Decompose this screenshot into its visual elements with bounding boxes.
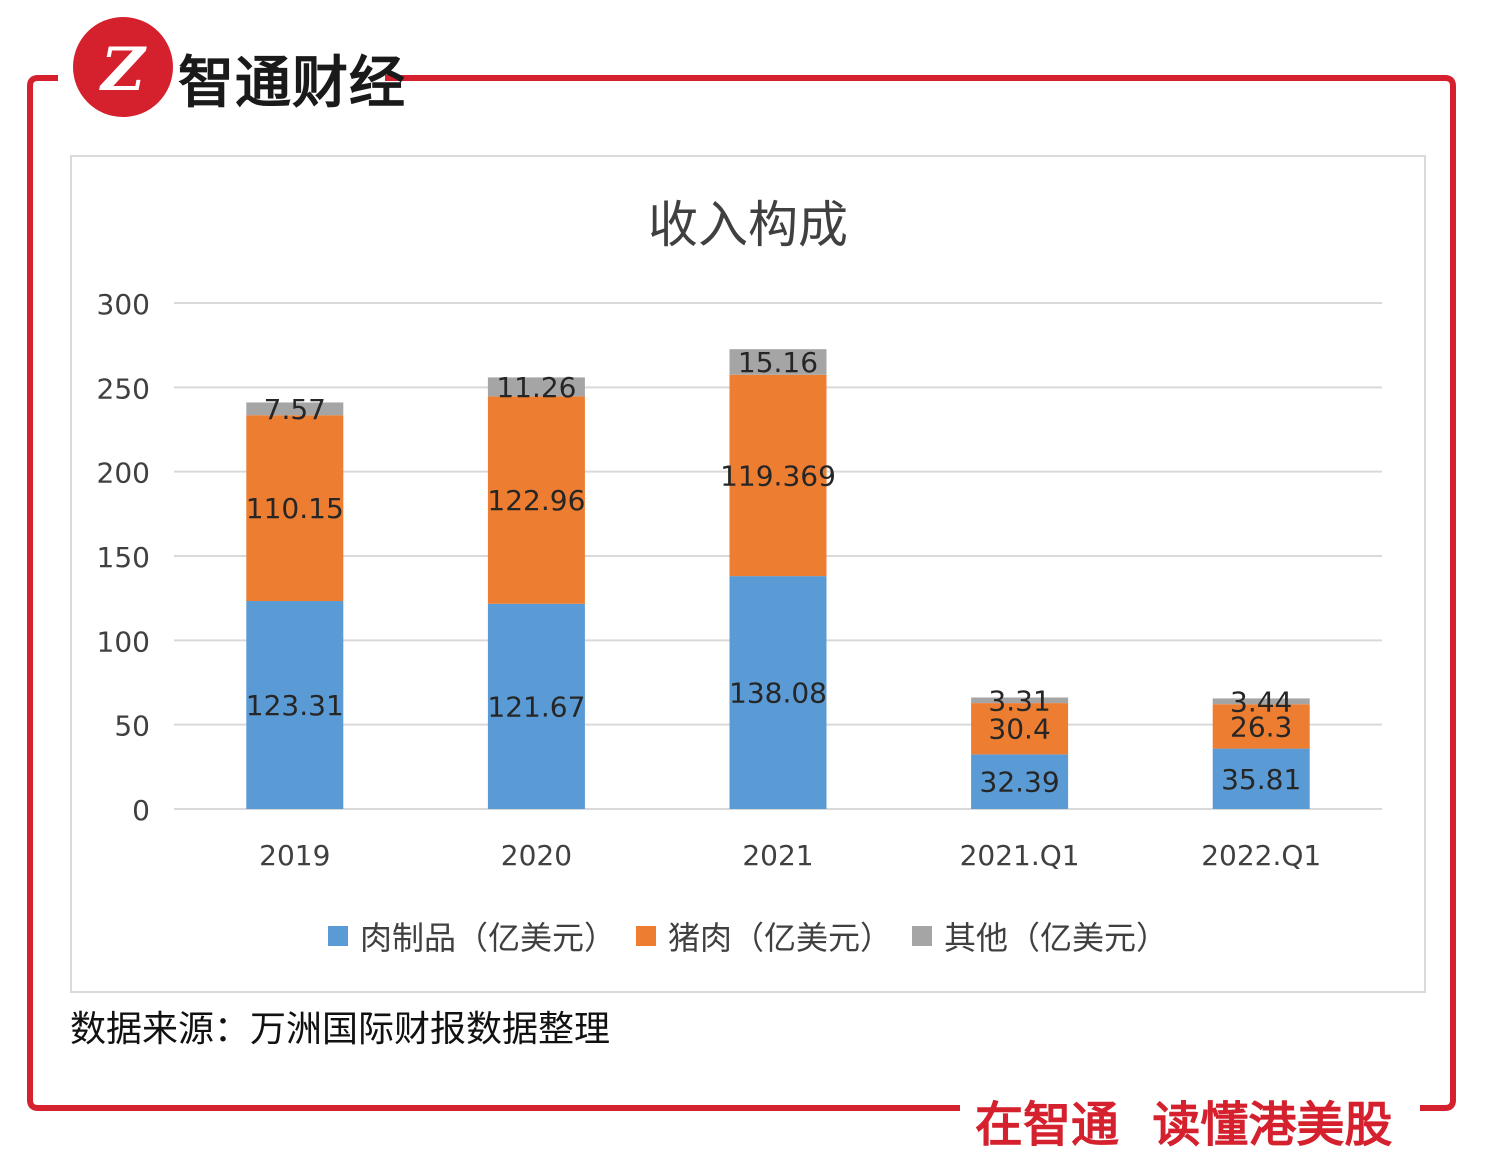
- bar-segment: [971, 703, 1069, 755]
- y-tick-label: 0: [132, 794, 150, 827]
- bar-segment: [971, 697, 1069, 704]
- data-label: 119.369: [720, 459, 836, 492]
- bar-segment: [487, 396, 585, 604]
- frame-border-right: [385, 75, 1456, 1111]
- slogan: 在智通 读懂港美股: [975, 1097, 1393, 1153]
- y-tick-label: 100: [97, 625, 150, 658]
- bar-segment: [971, 754, 1069, 809]
- legend-swatch-pork: [635, 926, 656, 946]
- legend-label-meat-products: 肉制品（亿美元）: [359, 919, 616, 957]
- data-label: 3.31: [988, 684, 1050, 717]
- frame-border-left: [27, 75, 960, 1111]
- chart-title: 收入构成: [648, 196, 848, 254]
- bar-segment: [729, 576, 827, 809]
- brand-name: 智通财经: [178, 51, 406, 116]
- legend-item-pork: 猪肉（亿美元）: [635, 913, 892, 959]
- data-label: 121.67: [487, 690, 585, 723]
- bar-segment: [246, 601, 344, 809]
- x-tick-label: 2021.Q1: [960, 839, 1080, 872]
- data-label: 30.4: [988, 713, 1050, 746]
- data-label: 11.26: [496, 371, 576, 404]
- legend-label-pork: 猪肉（亿美元）: [667, 919, 892, 957]
- x-tick-label: 2022.Q1: [1201, 839, 1321, 872]
- y-tick-label: 50: [114, 710, 150, 743]
- data-label: 3.44: [1230, 685, 1292, 718]
- y-tick-label: 300: [97, 288, 150, 321]
- data-label: 110.15: [246, 492, 344, 525]
- data-label: 138.08: [729, 677, 827, 710]
- bar-segment: [1212, 698, 1310, 705]
- bar-segment: [1212, 704, 1310, 749]
- x-tick-label: 2021: [742, 839, 813, 872]
- y-tick-label: 200: [97, 457, 150, 490]
- legend-swatch-other: [912, 926, 932, 946]
- brand-logo-icon: Z: [73, 17, 173, 117]
- svg-text:Z: Z: [99, 35, 147, 105]
- bar-segment: [246, 402, 344, 416]
- legend-swatch-meat-products: [327, 926, 348, 946]
- legend-label-other: 其他（亿美元）: [944, 919, 1169, 957]
- data-label: 122.96: [487, 484, 585, 517]
- bar-segment: [246, 415, 344, 602]
- source-note: 数据来源：万洲国际财报数据整理: [70, 1009, 611, 1050]
- y-tick-label: 250: [97, 372, 150, 405]
- bar-segment: [729, 374, 827, 577]
- bar-segment: [487, 377, 585, 397]
- data-label: 15.16: [738, 346, 818, 379]
- legend-item-meat-products: 肉制品（亿美元）: [327, 913, 616, 959]
- chart-legend: 肉制品（亿美元） 猪肉（亿美元） 其他（亿美元）: [72, 913, 1424, 959]
- data-label: 123.31: [246, 689, 344, 722]
- data-label: 7.57: [264, 393, 326, 426]
- bar-segment: [1212, 748, 1310, 809]
- chart-plot: 0 50 100 150 200 250 300 123.31 110.15 7.57 2019 12…: [97, 288, 1382, 872]
- legend-item-other: 其他（亿美元）: [912, 913, 1168, 959]
- data-label: 32.39: [980, 766, 1060, 799]
- data-label: 35.81: [1221, 763, 1301, 796]
- bar-segment: [729, 349, 827, 375]
- bar-segment: [487, 603, 585, 809]
- chart-panel: 收入构成 0 50 100 150 200 250 300 123.31 110.15 7.57 2…: [70, 155, 1426, 993]
- x-tick-label: 2019: [259, 839, 330, 872]
- x-tick-label: 2020: [501, 839, 572, 872]
- y-tick-label: 150: [97, 541, 150, 574]
- data-label: 26.3: [1230, 710, 1292, 743]
